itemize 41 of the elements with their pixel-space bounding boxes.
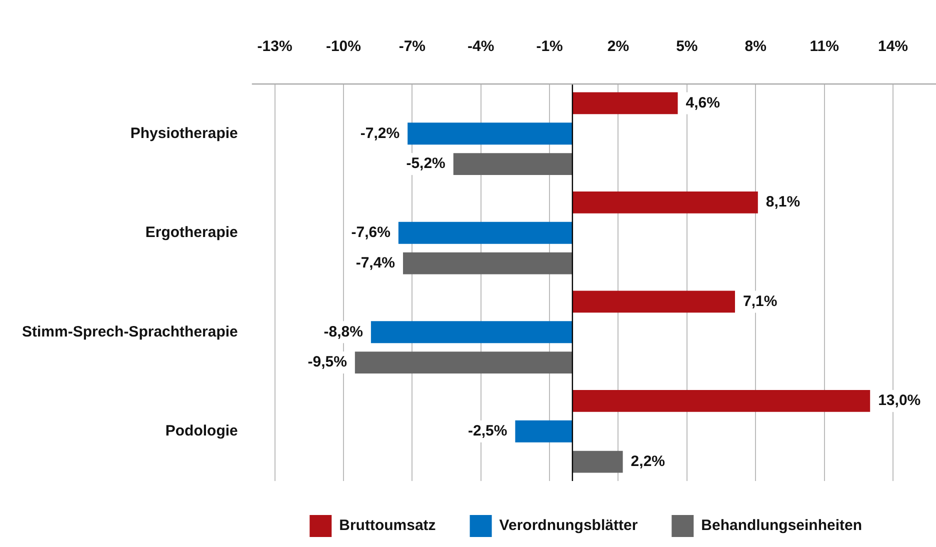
- data-label: -8,8%: [324, 323, 363, 340]
- x-tick-label: -4%: [468, 38, 494, 56]
- x-tick-label: -1%: [536, 38, 563, 56]
- y-tick-label: Podologie: [165, 422, 238, 440]
- bar: [572, 450, 623, 473]
- x-tick-label: 8%: [744, 38, 766, 56]
- bar: [572, 390, 870, 412]
- bar: [354, 352, 572, 374]
- legend-label: Verordnungsblätter: [499, 517, 638, 534]
- bar: [453, 153, 572, 176]
- y-tick-label: Ergotherapie: [145, 224, 238, 242]
- data-label: -5,2%: [406, 155, 446, 172]
- bar: [398, 222, 572, 244]
- legend-label: Bruttoumsatz: [339, 517, 436, 534]
- data-label: -7,4%: [356, 254, 396, 272]
- bar: [572, 191, 758, 214]
- data-label: -7,2%: [360, 124, 400, 142]
- x-tick-label: 14%: [878, 38, 908, 56]
- data-label: 7,1%: [743, 292, 778, 310]
- bar: [572, 290, 736, 313]
- legend-label: Behandlungseinheiten: [701, 517, 862, 534]
- bar: [403, 252, 572, 274]
- y-tick-label: Physiotherapie: [130, 124, 238, 142]
- data-label: 8,1%: [766, 194, 800, 211]
- x-tick-label: 2%: [607, 38, 630, 56]
- data-label: -2,5%: [468, 422, 508, 440]
- data-label: -9,5%: [308, 354, 347, 371]
- bar: [408, 122, 572, 145]
- bar: [572, 92, 678, 114]
- bar: [515, 420, 572, 442]
- x-tick-label: 11%: [810, 38, 839, 56]
- x-tick-label: 5%: [676, 38, 698, 56]
- x-tick-label: -13%: [257, 38, 292, 56]
- x-tick-label: -10%: [326, 38, 361, 56]
- data-label: 13,0%: [878, 392, 921, 410]
- x-tick-label: -7%: [398, 38, 426, 56]
- data-label: 2,2%: [630, 452, 666, 470]
- bar: [370, 321, 572, 344]
- y-tick-label: Stimm-Sprech-Sprachtherapie: [22, 323, 238, 340]
- data-label: 4,6%: [686, 94, 720, 112]
- data-label: -7,6%: [351, 224, 390, 242]
